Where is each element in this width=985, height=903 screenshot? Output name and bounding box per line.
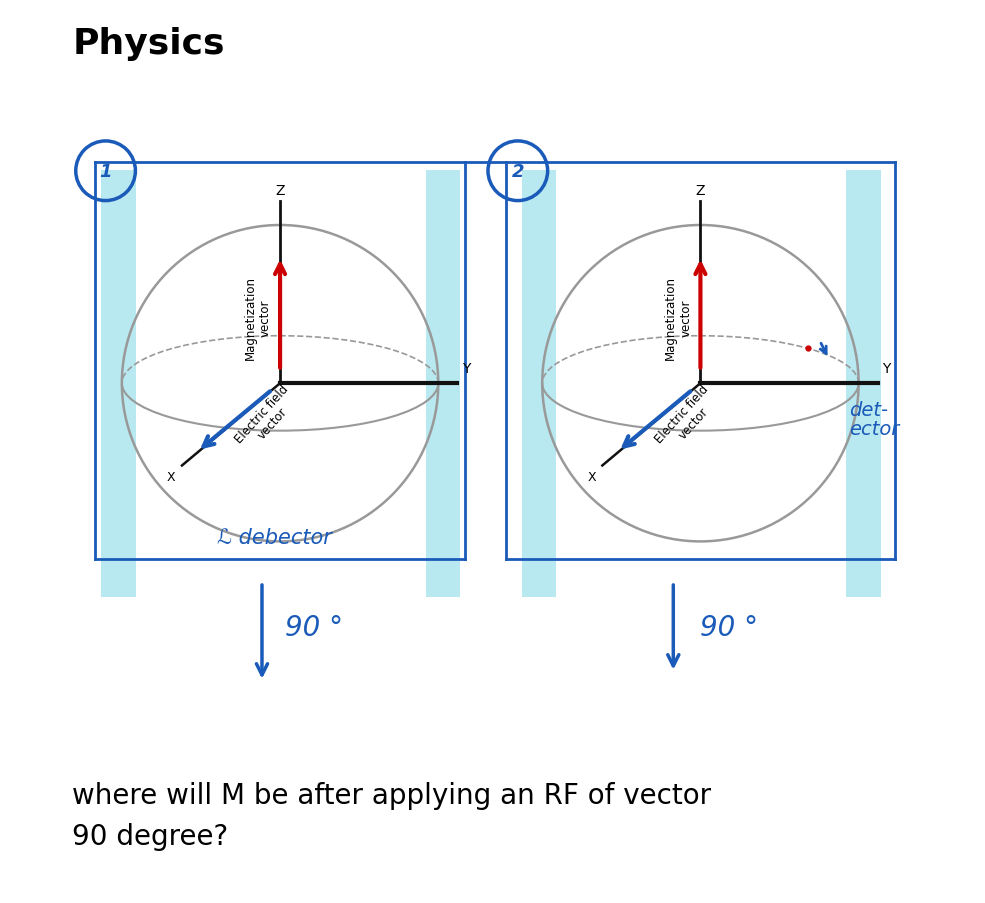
Text: 2: 2	[511, 163, 524, 181]
Text: where will M be after applying an RF of vector
90 degree?: where will M be after applying an RF of …	[72, 781, 711, 851]
Text: 90 °: 90 °	[285, 614, 343, 641]
Text: X: X	[587, 470, 596, 484]
Text: Physics: Physics	[72, 27, 225, 61]
Bar	[522, 171, 557, 597]
Text: Z: Z	[695, 183, 705, 198]
Bar	[846, 171, 881, 597]
Text: Z: Z	[276, 183, 285, 198]
Text: Electric field
vector: Electric field vector	[232, 382, 302, 455]
Text: det-
ector: det- ector	[850, 401, 900, 439]
Text: Magnetization
vector: Magnetization vector	[664, 275, 692, 359]
Text: Electric field
vector: Electric field vector	[653, 382, 723, 455]
Text: ℒ debector: ℒ debector	[217, 527, 332, 547]
Text: X: X	[167, 470, 175, 484]
Text: 90 °: 90 °	[700, 614, 758, 641]
Text: Y: Y	[883, 362, 890, 376]
Bar	[101, 171, 136, 597]
Text: Magnetization
vector: Magnetization vector	[244, 275, 272, 359]
Text: 1: 1	[99, 163, 112, 181]
Text: Y: Y	[462, 362, 471, 376]
Bar	[426, 171, 460, 597]
